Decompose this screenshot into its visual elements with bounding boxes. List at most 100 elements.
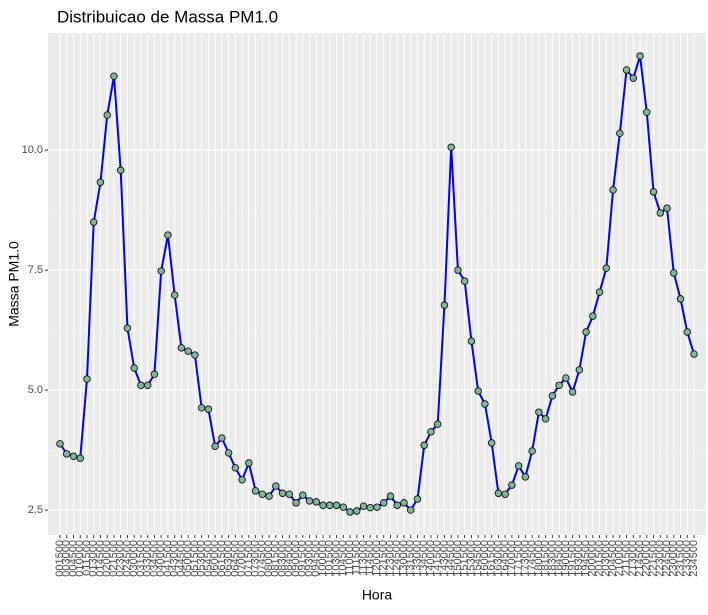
data-point [90,218,98,226]
x-tick-label: 100000 [317,540,329,577]
x-tick-label: 044500 [175,540,187,577]
data-point [589,312,597,320]
x-tick-label: 223000 [654,540,666,577]
data-point [602,264,611,272]
x-tick-label: 210000 [614,540,626,577]
data-point [690,350,698,358]
data-point [366,503,374,512]
data-point [663,204,671,212]
x-tick-label: 220000 [641,540,653,577]
data-point [130,364,138,372]
x-tick-label: 121500 [378,540,390,577]
data-point [481,400,489,408]
x-tick-label: 074500 [256,540,268,577]
x-tick-label: 013000 [88,540,100,577]
data-point [548,392,557,400]
data-point [332,501,341,509]
data-point [575,366,584,374]
x-tick-label: 161500 [486,540,498,577]
data-point [629,74,637,82]
data-point [643,108,651,116]
x-tick-label: 134500 [418,540,430,577]
x-tick-label: 213000 [627,540,639,577]
x-tick-label: 093000 [303,540,315,577]
data-point [164,231,172,239]
data-point [110,72,118,80]
x-tick-label: 201500 [593,540,605,577]
data-point [251,487,260,495]
x-tick-label: 084500 [283,540,295,577]
x-axis-title: Hora [362,587,393,603]
data-point [211,442,219,450]
x-tick-label: 050000 [182,540,194,577]
data-point [393,501,401,509]
x-tick-label: 003000 [61,540,73,577]
x-tick-label: 143000 [438,540,450,577]
x-tick-label: 184500 [553,540,565,577]
data-point [353,507,361,515]
data-point [616,129,624,138]
data-point [595,288,604,296]
x-tick-label: 204500 [607,540,619,577]
data-point [636,52,644,60]
data-point [83,375,91,383]
data-point [150,370,159,378]
data-point [191,351,199,359]
y-tick-label: 10.0 [22,144,43,156]
data-point [656,209,664,217]
x-tick-label: 073000 [250,540,262,577]
x-tick-label: 173000 [519,540,531,577]
data-point [231,464,240,472]
x-tick-label: 150000 [452,540,464,577]
x-tick-label: 141500 [432,540,444,577]
x-tick-label: 020000 [101,540,113,577]
x-tick-label: 023000 [115,540,127,577]
data-point [521,473,530,481]
x-tick-label: 094500 [310,540,322,577]
x-tick-label: 171500 [513,540,525,577]
data-point [285,490,294,498]
x-tick-label: 170000 [506,540,518,577]
x-tick-label: 234500 [688,540,700,577]
x-tick-label: 124500 [391,540,403,577]
x-tick-label: 224500 [661,540,673,577]
data-point [245,459,253,467]
data-point [386,492,395,500]
data-point [103,111,111,119]
x-tick-label: 191500 [567,540,579,577]
x-tick-label: 163000 [492,540,504,577]
data-point [535,408,543,416]
chart-title: Distribuicao de Massa PM1.0 [57,7,278,26]
data-point [670,269,678,277]
data-point [582,328,590,336]
x-tick-label: 024500 [121,540,133,577]
data-point [562,374,570,382]
data-point [177,344,186,352]
x-tick-label: 061500 [216,540,228,577]
data-point [238,476,246,484]
x-tick-label: 221500 [647,540,659,577]
data-point [467,337,476,345]
data-point [96,178,105,186]
x-tick-label: 010000 [74,540,86,577]
data-point [609,186,617,194]
x-tick-label: 104500 [337,540,349,577]
data-point [508,481,516,489]
data-point [170,291,179,299]
x-tick-label: 180000 [533,540,545,577]
data-point [460,277,469,285]
data-point [265,492,273,500]
data-point [346,508,354,516]
x-tick-label: 151500 [459,540,471,577]
x-tick-label: 014500 [94,540,106,577]
data-point [258,490,267,498]
x-tick-label: 174500 [526,540,538,577]
x-tick-label: 214500 [634,540,646,577]
data-point [56,440,64,448]
x-tick-label: 001500 [54,540,66,577]
data-point [359,502,368,510]
data-point [440,301,449,309]
x-tick-label: 154500 [472,540,484,577]
x-tick-label: 070000 [236,540,248,577]
